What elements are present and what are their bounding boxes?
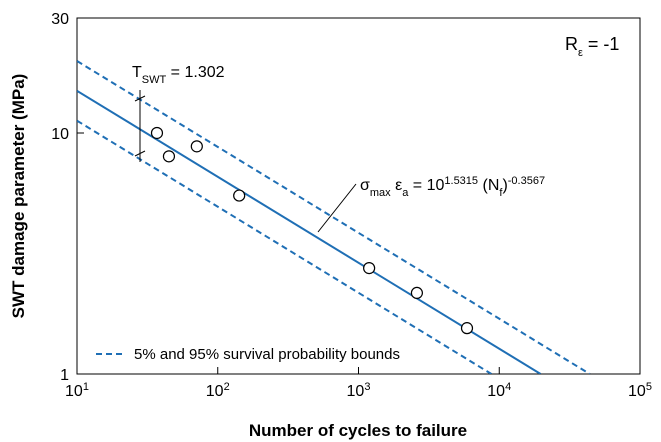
x-tick-label: 103 xyxy=(347,381,371,400)
plot-frame xyxy=(76,17,641,375)
data-point xyxy=(410,286,424,300)
ann-text: σ xyxy=(360,177,370,194)
x-tick-label: 102 xyxy=(206,381,230,400)
ann-text: = -1 xyxy=(583,34,620,54)
x-tick-base: 10 xyxy=(628,383,646,400)
x-tick-base: 10 xyxy=(347,383,365,400)
x-tick-label: 104 xyxy=(487,381,511,400)
legend: 5% and 95% survival probability bounds xyxy=(96,346,400,363)
legend-label: 5% and 95% survival probability bounds xyxy=(134,346,400,363)
band-annotation: TSWT = 1.302 xyxy=(132,64,225,86)
ann-text: ) xyxy=(502,177,507,194)
ann-text: ε xyxy=(391,177,403,194)
x-tick-label: 101 xyxy=(65,381,89,400)
ratio-annotation: Rε = -1 xyxy=(565,34,619,59)
x-tick-exp: 1 xyxy=(83,381,89,393)
band-bracket xyxy=(134,90,146,162)
data-point xyxy=(460,322,474,335)
x-tick-exp: 5 xyxy=(646,381,652,393)
data-point xyxy=(190,140,203,153)
data-point xyxy=(162,150,176,163)
lower-bound-line xyxy=(77,119,492,374)
data-point xyxy=(233,189,246,202)
ann-sub: ε xyxy=(578,47,583,59)
x-tick-base: 10 xyxy=(487,383,505,400)
x-tick-base: 10 xyxy=(65,383,83,400)
ann-text: T xyxy=(132,64,142,81)
y-tick-label: 10 xyxy=(51,126,69,143)
ann-sub: SWT xyxy=(142,74,167,86)
ann-text: = 1.302 xyxy=(166,64,224,81)
ann-text: (N xyxy=(478,177,499,194)
x-tick-exp: 4 xyxy=(505,381,511,393)
x-tick-exp: 3 xyxy=(364,381,370,393)
x-axis-title: Number of cycles to failure xyxy=(249,421,467,440)
x-tick-base: 10 xyxy=(206,383,224,400)
plot-area xyxy=(77,60,591,374)
ann-sub: a xyxy=(402,187,409,199)
ann-text: = 10 xyxy=(408,177,444,194)
y-tick-label: 1 xyxy=(60,367,69,384)
ann-sup: -0.3567 xyxy=(508,175,545,187)
ann-sub: max xyxy=(370,187,391,199)
upper-bound-line xyxy=(77,60,591,374)
equation-leader xyxy=(317,183,357,233)
y-axis-title: SWT damage parameter (MPa) xyxy=(9,74,28,319)
ann-sup: 1.5315 xyxy=(444,175,478,187)
data-point xyxy=(150,126,164,140)
ann-sub: f xyxy=(499,187,503,199)
ann-text: R xyxy=(565,34,578,54)
equation-annotation: σmax εa = 101.5315 (Nf)-0.3567 xyxy=(360,175,545,199)
x-tick-label: 105 xyxy=(628,381,652,400)
y-tick-label: 30 xyxy=(51,11,69,28)
x-tick-exp: 2 xyxy=(224,381,230,393)
data-point xyxy=(363,262,376,275)
